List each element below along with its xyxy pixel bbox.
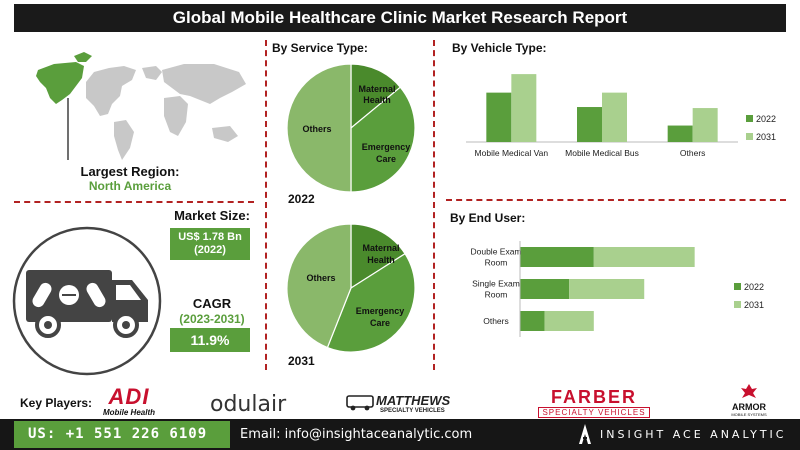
- market-size-year: (2022): [194, 244, 226, 256]
- divider-left: [265, 40, 267, 370]
- pie-2022-label-emergency-1: Emergency: [362, 142, 411, 152]
- divider-right-horizontal: [446, 199, 786, 201]
- fleur-icon: [741, 384, 757, 398]
- vehicle-type-title: By Vehicle Type:: [452, 41, 547, 55]
- logo-adi-name: ADI: [108, 384, 150, 409]
- end-user-bar-2031-2: [544, 311, 594, 331]
- end-user-legend-swatch-2022: [734, 283, 741, 290]
- pie-chart-2022: Maternal Health Emergency Care Others: [286, 63, 416, 193]
- pie-2031-slice-others: [286, 223, 352, 349]
- end-user-legend-label-2031: 2031: [744, 300, 764, 310]
- end-user-category-label-2-0: Others: [483, 316, 509, 326]
- pie-2031-slice-maternal-health: [350, 223, 406, 290]
- cagr-value: 11.9%: [170, 328, 250, 352]
- logo-adi: ADI Mobile Health: [96, 384, 162, 418]
- vehicle-bar-2031-2: [692, 108, 718, 142]
- vehicle-category-label-0: Mobile Medical Van: [475, 148, 549, 158]
- pie-2031-slice-emergency-care: [326, 252, 416, 353]
- ambulance-icon: [12, 226, 162, 376]
- end-user-legend-swatch-2031: [734, 301, 741, 308]
- end-user-legend-label-2022: 2022: [744, 282, 764, 292]
- end-user-bar-2022-0: [520, 247, 594, 267]
- logo-farber-name: FARBER: [550, 387, 637, 407]
- pie-2031-label-emergency-1: Emergency: [356, 306, 405, 316]
- pie-2031-label-emergency-2: Care: [370, 318, 390, 328]
- cagr-period: (2023-2031): [179, 312, 245, 326]
- vehicle-legend-label-2031: 2031: [756, 132, 776, 142]
- end-user-category-label-0-0: Double Exam: [470, 247, 521, 257]
- pie-2022-label-others: Others: [302, 124, 331, 134]
- region-value: North America: [88, 179, 172, 193]
- logo-matthews-sub: SPECIALTY VEHICLES: [380, 408, 445, 414]
- footer-phone[interactable]: US: +1 551 226 6109: [14, 421, 230, 448]
- end-user-bar-2022-1: [520, 279, 570, 299]
- vehicle-bar-2031-0: [511, 74, 537, 142]
- market-size-value: US$ 1.78 Bn: [178, 231, 242, 243]
- logo-armor-sub: MOBILE SYSTEMS: [731, 412, 767, 417]
- market-size-label: Market Size:: [174, 208, 250, 223]
- vehicle-legend-label-2022: 2022: [756, 114, 776, 124]
- vehicle-bar-2031-1: [602, 92, 627, 142]
- vehicle-bar-2022-0: [486, 92, 512, 142]
- logo-odulair: odulair: [210, 392, 287, 417]
- footer-brand: INSIGHT ACE ANALYTIC: [600, 428, 787, 441]
- pie-2022-label-maternal-1: Maternal: [358, 84, 395, 94]
- vehicle-legend-swatch-2031: [746, 133, 753, 140]
- pie-2022-slice-others: [286, 63, 352, 193]
- pie-2022-slice-maternal-health: [350, 63, 402, 130]
- pie-2022-caption: 2022: [288, 192, 315, 206]
- bus-icon: [346, 395, 374, 411]
- end-user-bar-2031-1: [569, 279, 645, 299]
- logo-armor-name: ARMOR: [732, 402, 766, 412]
- key-players-label: Key Players:: [20, 396, 93, 410]
- vehicle-bar-2022-2: [667, 125, 693, 142]
- brand-logo-icon: [579, 424, 591, 444]
- vehicle-legend-swatch-2022: [746, 115, 753, 122]
- divider-right: [433, 40, 435, 370]
- pie-2031-label-maternal-2: Health: [367, 255, 395, 265]
- pie-2031-label-maternal-1: Maternal: [362, 243, 399, 253]
- divider-left-horizontal: [14, 201, 254, 203]
- logo-adi-sub: Mobile Health: [102, 408, 155, 417]
- pie-2031-caption: 2031: [288, 354, 315, 368]
- pie-2022-slice-emergency-care: [350, 86, 416, 193]
- vehicle-type-chart: Mobile Medical Van Mobile Medical Bus Othe…: [466, 74, 776, 158]
- end-user-category-label-0-1: Room: [485, 258, 508, 268]
- end-user-bar-2031-0: [593, 247, 695, 267]
- logo-farber-sub: SPECIALTY VEHICLES: [538, 407, 650, 418]
- footer-email[interactable]: Email: info@insightaceanalytic.com: [240, 427, 473, 442]
- service-type-title: By Service Type:: [272, 41, 368, 55]
- end-user-title: By End User:: [450, 211, 526, 225]
- pie-chart-2031: Maternal Health Emergency Care Others: [286, 223, 416, 353]
- end-user-category-label-1-0: Single Exam: [472, 279, 520, 289]
- pie-2022-label-maternal-2: Health: [363, 95, 391, 105]
- vehicle-category-label-2: Others: [680, 148, 706, 158]
- end-user-bar-2022-2: [520, 311, 545, 331]
- logo-matthews-name: MATTHEWS: [376, 393, 451, 408]
- market-size-box: US$ 1.78 Bn (2022): [170, 228, 250, 260]
- pie-2031-label-others: Others: [306, 273, 335, 283]
- page-title: Global Mobile Healthcare Clinic Market R…: [14, 4, 786, 32]
- region-label: Largest Region:: [80, 164, 180, 179]
- vehicle-category-label-1: Mobile Medical Bus: [565, 148, 639, 158]
- logo-armor: ARMOR MOBILE SYSTEMS: [724, 384, 774, 417]
- cagr-label: CAGR: [192, 296, 232, 311]
- pie-2022-label-emergency-2: Care: [376, 154, 396, 164]
- vehicle-bar-2022-1: [577, 107, 602, 142]
- world-map: [36, 52, 246, 160]
- logo-farber: FARBER SPECIALTY VEHICLES: [538, 388, 650, 418]
- end-user-category-label-1-1: Room: [485, 290, 508, 300]
